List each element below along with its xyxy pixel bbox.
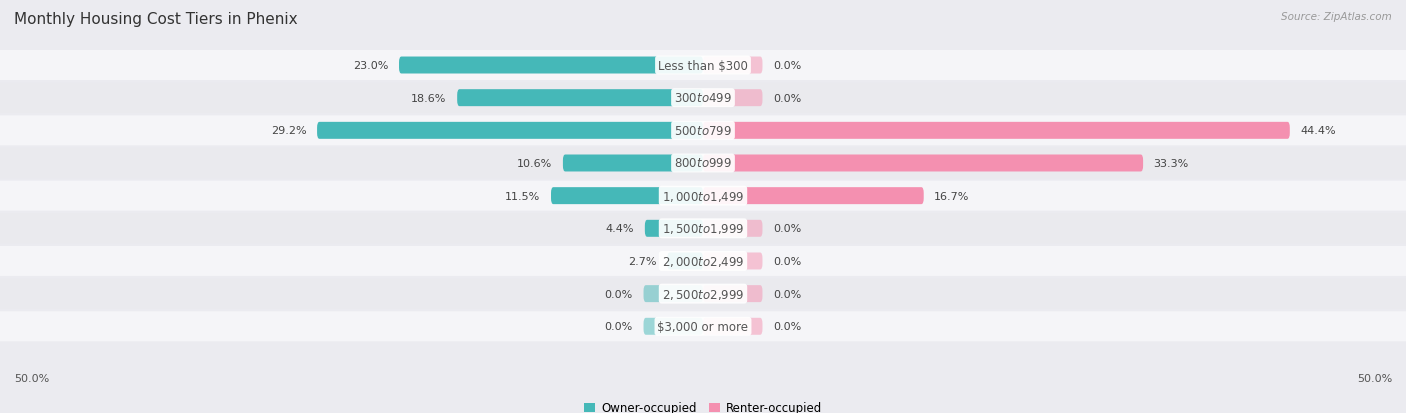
- Text: $800 to $999: $800 to $999: [673, 157, 733, 170]
- Text: 23.0%: 23.0%: [353, 61, 388, 71]
- Text: $1,500 to $1,999: $1,500 to $1,999: [662, 222, 744, 236]
- FancyBboxPatch shape: [0, 246, 1406, 276]
- Text: 0.0%: 0.0%: [773, 256, 801, 266]
- FancyBboxPatch shape: [457, 90, 703, 107]
- Text: $2,000 to $2,499: $2,000 to $2,499: [662, 254, 744, 268]
- Text: $300 to $499: $300 to $499: [673, 92, 733, 105]
- FancyBboxPatch shape: [0, 311, 1406, 342]
- Text: 4.4%: 4.4%: [606, 224, 634, 234]
- Text: Monthly Housing Cost Tiers in Phenix: Monthly Housing Cost Tiers in Phenix: [14, 12, 298, 27]
- FancyBboxPatch shape: [644, 285, 703, 302]
- FancyBboxPatch shape: [703, 253, 762, 270]
- FancyBboxPatch shape: [703, 285, 762, 302]
- Text: $1,000 to $1,499: $1,000 to $1,499: [662, 189, 744, 203]
- FancyBboxPatch shape: [0, 279, 1406, 309]
- Text: 29.2%: 29.2%: [271, 126, 307, 136]
- FancyBboxPatch shape: [703, 318, 762, 335]
- Text: 0.0%: 0.0%: [773, 224, 801, 234]
- FancyBboxPatch shape: [645, 220, 703, 237]
- Text: 50.0%: 50.0%: [1357, 373, 1392, 383]
- Text: 0.0%: 0.0%: [773, 321, 801, 332]
- Text: Source: ZipAtlas.com: Source: ZipAtlas.com: [1281, 12, 1392, 22]
- FancyBboxPatch shape: [0, 214, 1406, 244]
- Text: Less than $300: Less than $300: [658, 59, 748, 72]
- FancyBboxPatch shape: [0, 149, 1406, 178]
- Text: 0.0%: 0.0%: [773, 93, 801, 103]
- Text: 33.3%: 33.3%: [1154, 159, 1189, 169]
- Legend: Owner-occupied, Renter-occupied: Owner-occupied, Renter-occupied: [579, 396, 827, 413]
- Text: 0.0%: 0.0%: [605, 289, 633, 299]
- Text: 0.0%: 0.0%: [605, 321, 633, 332]
- Text: 0.0%: 0.0%: [773, 61, 801, 71]
- FancyBboxPatch shape: [703, 90, 762, 107]
- FancyBboxPatch shape: [0, 116, 1406, 146]
- Text: 2.7%: 2.7%: [628, 256, 657, 266]
- FancyBboxPatch shape: [703, 220, 762, 237]
- FancyBboxPatch shape: [703, 188, 924, 205]
- Text: $2,500 to $2,999: $2,500 to $2,999: [662, 287, 744, 301]
- FancyBboxPatch shape: [562, 155, 703, 172]
- FancyBboxPatch shape: [0, 181, 1406, 211]
- Text: 0.0%: 0.0%: [773, 289, 801, 299]
- FancyBboxPatch shape: [703, 155, 1143, 172]
- FancyBboxPatch shape: [644, 318, 703, 335]
- FancyBboxPatch shape: [318, 123, 703, 140]
- FancyBboxPatch shape: [703, 123, 1289, 140]
- Text: 50.0%: 50.0%: [14, 373, 49, 383]
- FancyBboxPatch shape: [0, 51, 1406, 81]
- Text: 44.4%: 44.4%: [1301, 126, 1336, 136]
- Text: $3,000 or more: $3,000 or more: [658, 320, 748, 333]
- Text: 10.6%: 10.6%: [517, 159, 553, 169]
- Text: 16.7%: 16.7%: [934, 191, 970, 201]
- Text: 11.5%: 11.5%: [505, 191, 540, 201]
- FancyBboxPatch shape: [399, 57, 703, 74]
- FancyBboxPatch shape: [703, 57, 762, 74]
- Text: $500 to $799: $500 to $799: [673, 125, 733, 138]
- FancyBboxPatch shape: [668, 253, 703, 270]
- FancyBboxPatch shape: [0, 83, 1406, 114]
- FancyBboxPatch shape: [551, 188, 703, 205]
- Text: 18.6%: 18.6%: [411, 93, 447, 103]
